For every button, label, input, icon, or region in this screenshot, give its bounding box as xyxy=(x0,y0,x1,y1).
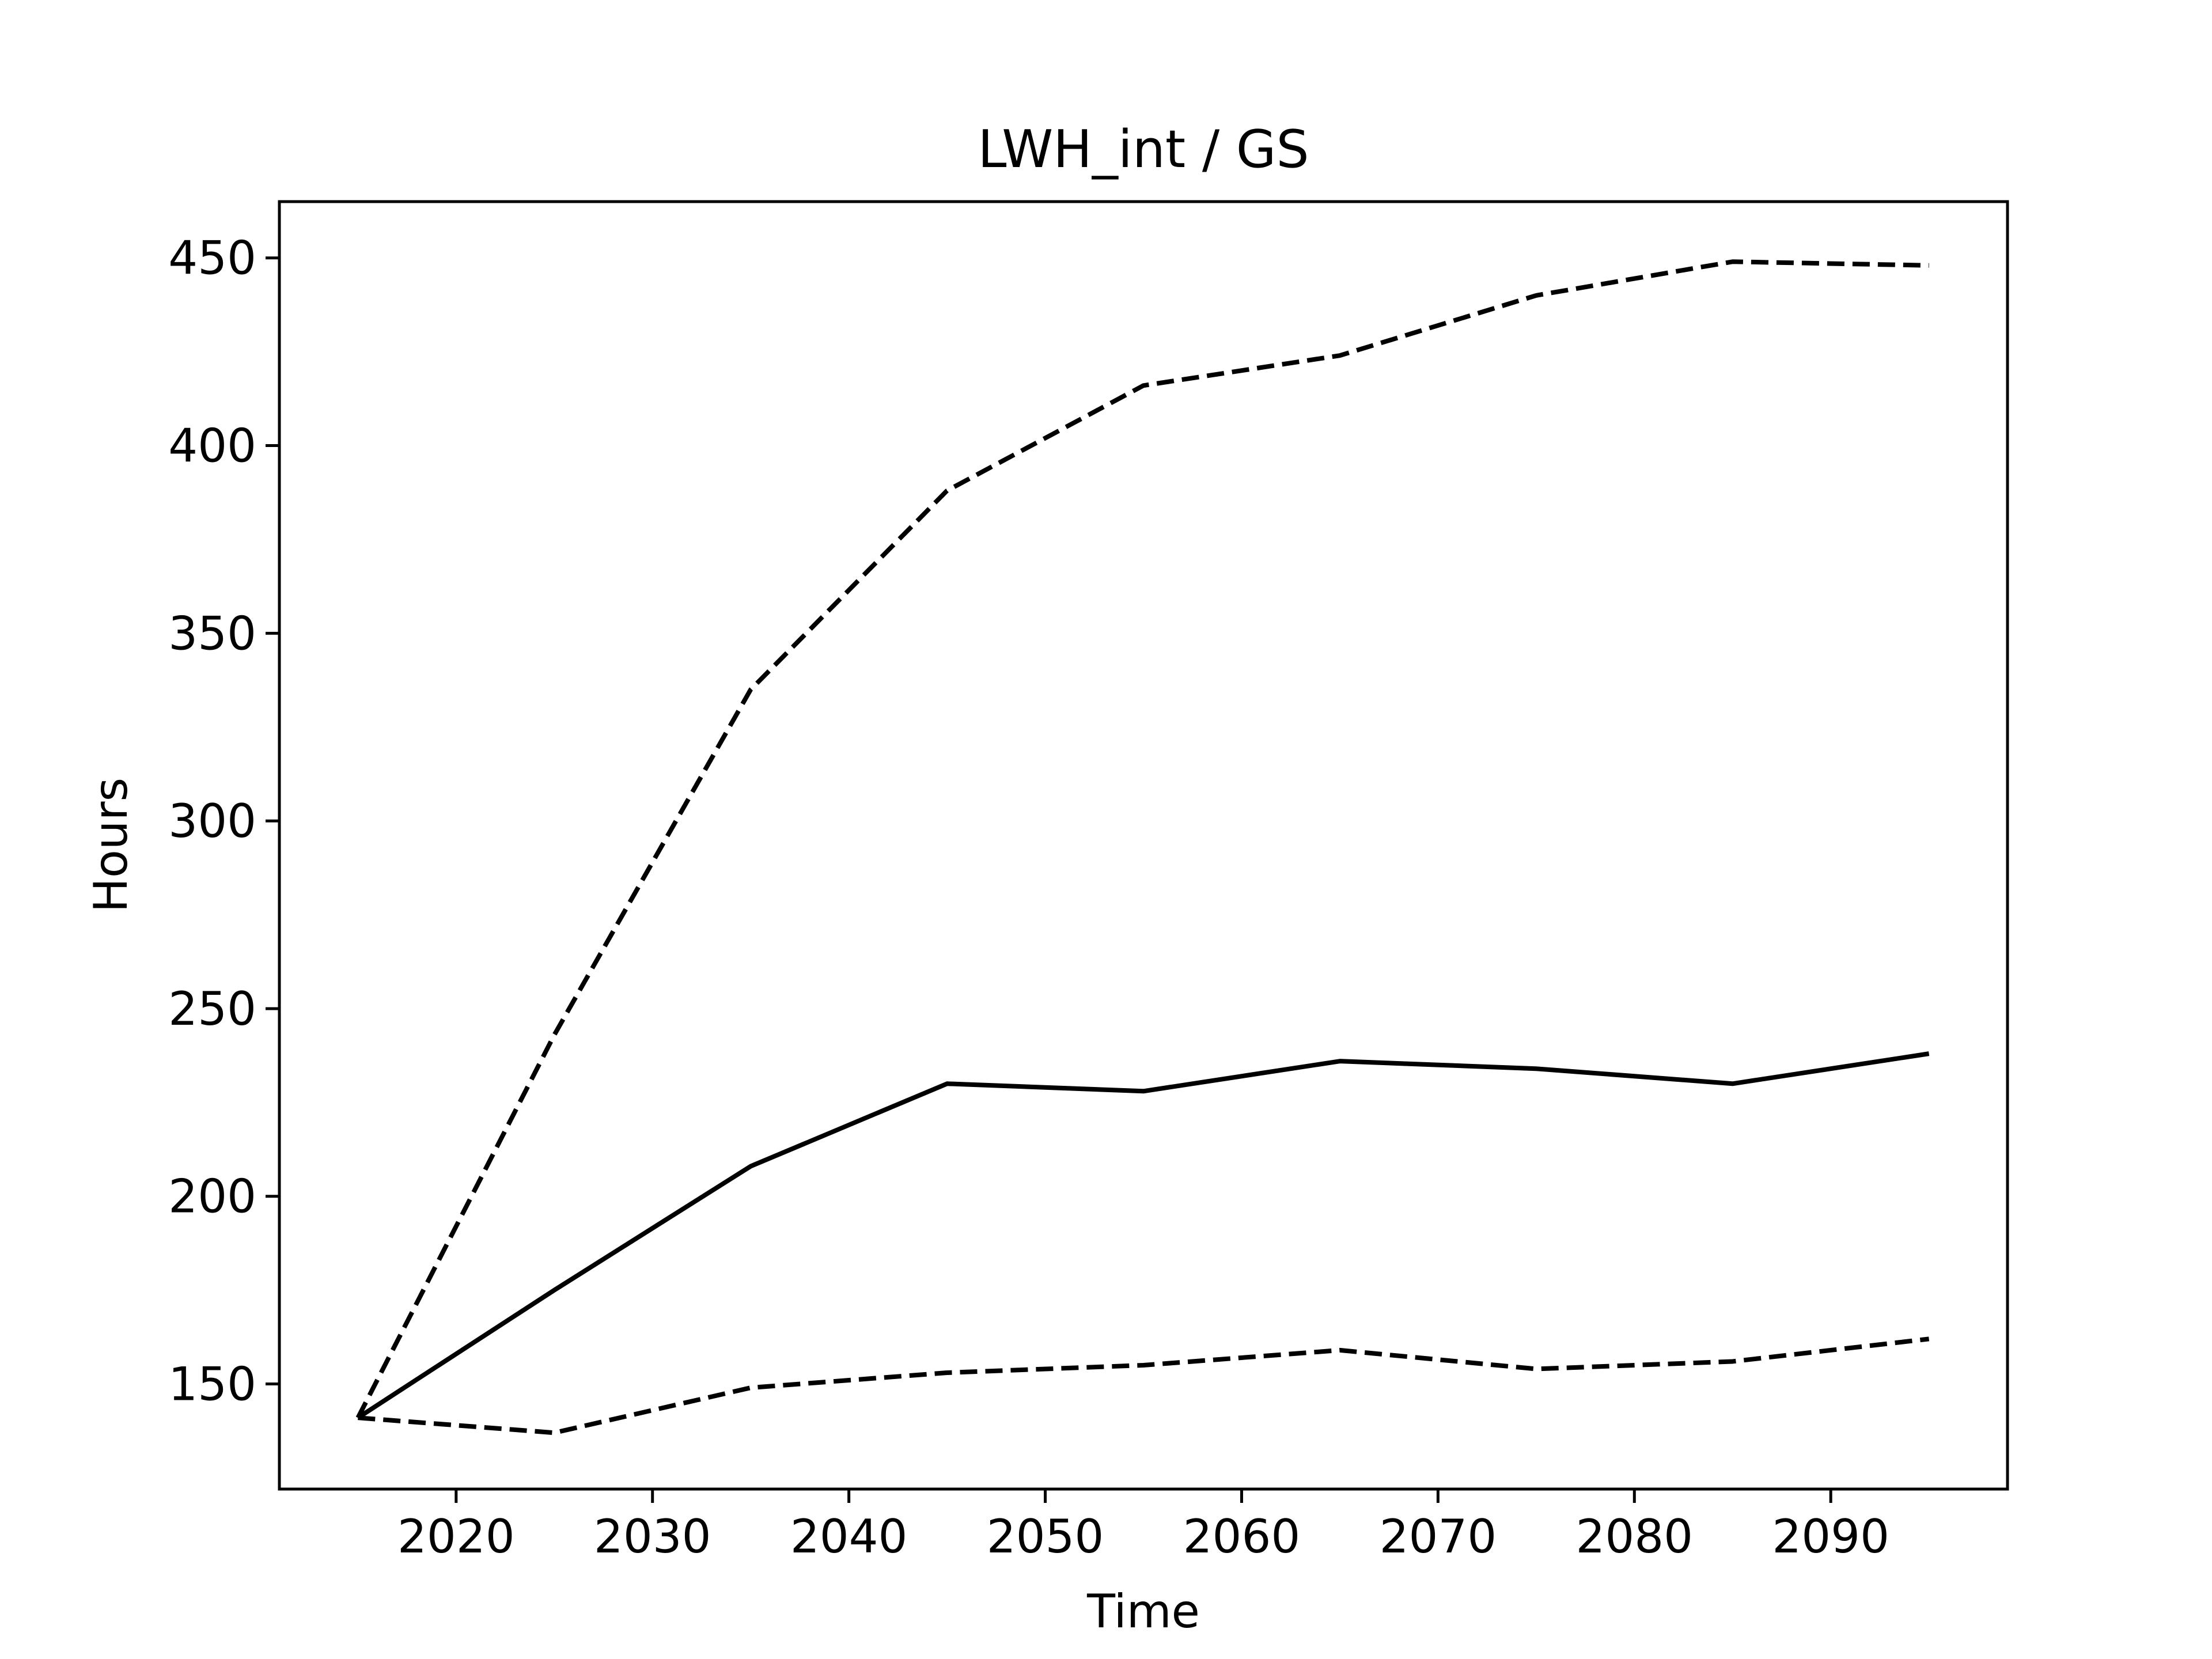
x-tick-label: 2050 xyxy=(987,1510,1104,1563)
x-axis-ticks: 2020 2030 2040 2050 2060 2070 2080 2090 xyxy=(397,1489,1889,1563)
y-axis-ticks: 150 200 250 300 350 400 450 xyxy=(168,232,279,1411)
series-line-upper xyxy=(355,259,1929,1419)
x-tick-label: 2060 xyxy=(1183,1510,1301,1563)
x-tick-label: 2020 xyxy=(397,1510,515,1563)
x-axis-label: Time xyxy=(1086,1585,1200,1638)
y-tick-label: 450 xyxy=(168,232,256,285)
y-tick-label: 300 xyxy=(168,794,256,848)
y-tick-label: 200 xyxy=(168,1170,256,1224)
y-tick-label: 150 xyxy=(168,1358,256,1411)
series-layer xyxy=(355,259,1930,1435)
chart-title: LWH_int / GS xyxy=(978,119,1309,180)
series-line-lower xyxy=(358,1336,1930,1435)
series-line-central xyxy=(357,1051,1930,1420)
y-tick-label: 250 xyxy=(168,982,256,1036)
y-axis-label: Hours xyxy=(84,778,138,912)
x-tick-label: 2080 xyxy=(1575,1510,1693,1563)
plot-frame xyxy=(278,200,2009,1491)
y-tick-label: 400 xyxy=(168,419,256,473)
x-tick-label: 2030 xyxy=(594,1510,711,1563)
x-tick-label: 2040 xyxy=(790,1510,908,1563)
x-tick-label: 2070 xyxy=(1380,1510,1497,1563)
x-tick-label: 2090 xyxy=(1772,1510,1889,1563)
y-tick-label: 350 xyxy=(168,607,256,660)
